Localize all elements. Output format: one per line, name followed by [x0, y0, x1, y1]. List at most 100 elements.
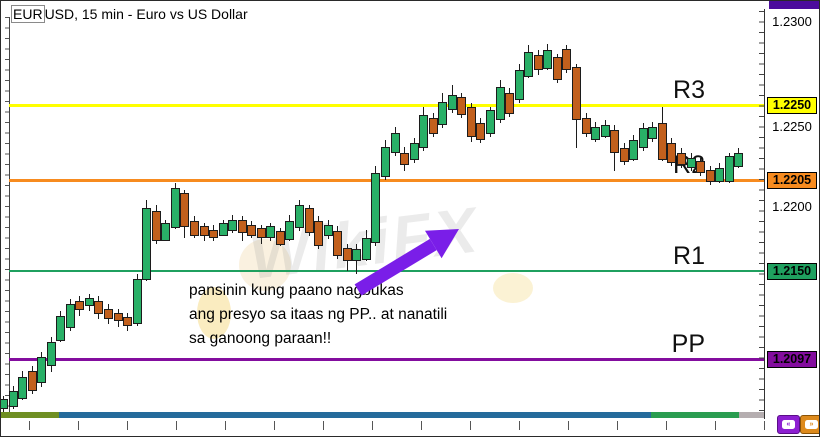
candle-body — [295, 204, 304, 229]
candle-body — [524, 51, 534, 78]
candle-body — [533, 55, 543, 71]
price-tag-pp: 1.2097 — [767, 351, 817, 368]
candle-body — [304, 207, 314, 234]
candle-body — [543, 50, 553, 69]
candle-body — [247, 224, 257, 237]
candle-body — [629, 139, 639, 161]
candle-body — [1, 398, 8, 410]
candle-body — [8, 390, 18, 408]
candle-body — [591, 126, 601, 141]
pivot-label-pp: PP — [671, 330, 705, 358]
candle-body — [619, 148, 629, 162]
candle-body — [428, 118, 438, 134]
prev-button[interactable]: « — [777, 415, 800, 434]
candle-body — [734, 153, 744, 167]
candle-body — [638, 128, 648, 149]
progress-bar-segment — [1, 412, 59, 418]
candle-body — [94, 300, 104, 315]
candle-body — [686, 158, 696, 169]
candle-body — [209, 229, 219, 239]
pivot-line-pp[interactable] — [9, 358, 764, 361]
candle-body — [361, 237, 371, 260]
candle-body — [104, 309, 113, 320]
price-tag-r3: 1.2250 — [767, 97, 817, 114]
candle-body — [600, 124, 610, 137]
candle-body — [333, 231, 343, 257]
candle-body — [486, 109, 495, 134]
candle-body — [352, 249, 362, 262]
candle-body — [409, 143, 419, 161]
candle-body — [419, 114, 429, 149]
candle-body — [180, 192, 190, 227]
candle-body — [552, 56, 562, 81]
candle-body — [56, 315, 66, 342]
candle-body — [390, 133, 400, 154]
pivot-line-r3[interactable] — [9, 104, 764, 107]
candle-body — [400, 153, 410, 166]
candle-body — [18, 377, 28, 400]
watermark-logo-blob — [493, 273, 533, 303]
time-axis-tick — [78, 421, 79, 430]
candle-body — [380, 146, 390, 177]
annotation-line: sa ganoong paraan!! — [189, 330, 332, 347]
symbol-badge: EUR — [11, 5, 45, 23]
pivot-line-r2[interactable] — [9, 179, 764, 182]
time-axis-tick — [372, 421, 373, 430]
candle-body — [46, 342, 56, 366]
candle-body — [218, 222, 228, 237]
candle-body — [457, 96, 467, 116]
candle-body — [256, 227, 266, 239]
time-axis-tick — [323, 421, 324, 430]
candle-body — [447, 95, 457, 111]
candle-body — [84, 297, 94, 307]
price-tag-r1: 1.2150 — [767, 263, 817, 280]
candle-body — [438, 101, 448, 126]
candle-body — [323, 224, 333, 237]
candle-body — [314, 221, 324, 247]
trend-arrow-icon[interactable] — [341, 211, 481, 306]
candle-body — [132, 279, 142, 325]
chart-title-text: USD, 15 min - Euro vs US Dollar — [44, 6, 248, 22]
candle-body — [514, 70, 524, 101]
price-scale-label: 1.2250 — [772, 119, 812, 134]
left-axis-line — [9, 17, 10, 413]
candle-body — [170, 188, 180, 229]
progress-bar-segment — [59, 412, 651, 418]
candle-body — [275, 231, 285, 245]
plot-area: WikiFX pansinin kung paano nagbukas ang … — [1, 1, 765, 413]
candle-body — [27, 370, 37, 391]
time-axis-tick — [764, 421, 765, 430]
time-axis-tick — [127, 421, 128, 430]
candle-body — [142, 207, 152, 280]
candle-body — [648, 126, 658, 139]
candle-body — [705, 169, 715, 182]
candle-body — [285, 221, 295, 240]
candle-body — [266, 226, 276, 239]
candle-body — [505, 93, 515, 114]
candle-body — [581, 118, 591, 134]
price-tag-r2: 1.2205 — [767, 172, 817, 189]
candle-body — [495, 86, 505, 121]
candle-body — [571, 66, 581, 121]
price-scale-label: 1.2300 — [772, 14, 812, 29]
time-axis-tick — [568, 421, 569, 430]
time-axis-tick — [666, 421, 667, 430]
time-axis-tick — [715, 421, 716, 430]
candle-body — [228, 219, 238, 232]
candle-body — [75, 300, 85, 310]
left-axis-ticks — [5, 17, 9, 413]
candle-body — [113, 312, 123, 322]
candle-body — [371, 173, 381, 244]
skip-back-icon: « — [782, 420, 795, 429]
annotation-text: pansinin kung paano nagbukas ang presyo … — [189, 279, 447, 351]
candle-body — [696, 161, 706, 174]
candle-body — [466, 106, 476, 137]
time-axis-tick — [519, 421, 520, 430]
candle-body — [37, 357, 47, 383]
right-axis-line — [764, 9, 765, 419]
next-button[interactable]: » — [800, 415, 819, 434]
candle-body — [189, 221, 199, 237]
candle-body — [151, 211, 161, 242]
candle-body — [667, 143, 677, 164]
